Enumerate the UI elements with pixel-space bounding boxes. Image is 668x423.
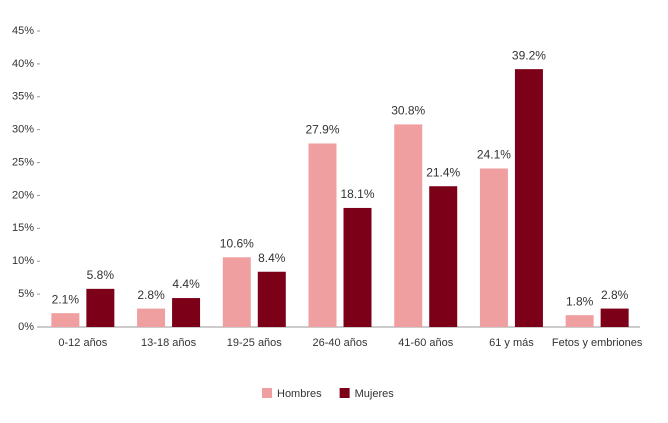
bar: [394, 124, 423, 327]
y-tick-label: 5%: [18, 288, 34, 300]
bar: [429, 186, 458, 327]
value-label: 2.8%: [137, 288, 165, 302]
legend-swatch: [339, 388, 350, 398]
bar: [257, 271, 286, 327]
bar: [343, 207, 372, 327]
bar: [86, 288, 115, 327]
bar: [514, 69, 543, 327]
x-tick-label: 19-25 años: [227, 337, 283, 349]
value-label: 1.8%: [566, 294, 594, 308]
value-label: 27.9%: [305, 123, 339, 137]
x-tick-label: Fetos y embriones: [552, 337, 643, 349]
y-tick-label: 10%: [12, 255, 34, 267]
bar: [222, 257, 251, 327]
value-label: 4.4%: [172, 277, 200, 291]
y-tick-label: 45%: [12, 25, 34, 37]
value-label: 39.2%: [512, 48, 546, 62]
value-label: 2.1%: [52, 292, 80, 306]
value-label: 30.8%: [391, 104, 425, 118]
x-tick-label: 41-60 años: [398, 337, 454, 349]
value-label: 18.1%: [340, 187, 374, 201]
value-label: 10.6%: [220, 236, 254, 250]
bar: [308, 143, 337, 327]
y-tick-label: 35%: [12, 91, 34, 103]
bar: [137, 308, 166, 327]
x-tick-label: 61 y más: [489, 337, 534, 349]
legend-label: Hombres: [277, 388, 322, 400]
y-tick-label: 40%: [12, 58, 34, 70]
value-label: 2.8%: [601, 288, 629, 302]
legend-label: Mujeres: [355, 388, 395, 400]
x-tick-label: 0-12 años: [58, 337, 107, 349]
y-tick-label: 20%: [12, 189, 34, 201]
x-tick-label: 26-40 años: [312, 337, 368, 349]
value-label: 21.4%: [426, 165, 460, 179]
x-tick-label: 13-18 años: [141, 337, 197, 349]
legend-swatch: [262, 388, 272, 398]
bar: [172, 298, 201, 327]
y-tick-label: 15%: [12, 222, 34, 234]
bar: [600, 308, 629, 327]
y-tick-label: 30%: [12, 124, 34, 136]
value-label: 8.4%: [258, 251, 286, 265]
y-tick-label: 0%: [18, 321, 34, 333]
value-label: 5.8%: [87, 268, 115, 282]
value-label: 24.1%: [477, 148, 511, 162]
bar: [479, 168, 508, 327]
y-tick-label: 25%: [12, 156, 34, 168]
bar: [565, 315, 594, 327]
bar: [51, 313, 80, 327]
